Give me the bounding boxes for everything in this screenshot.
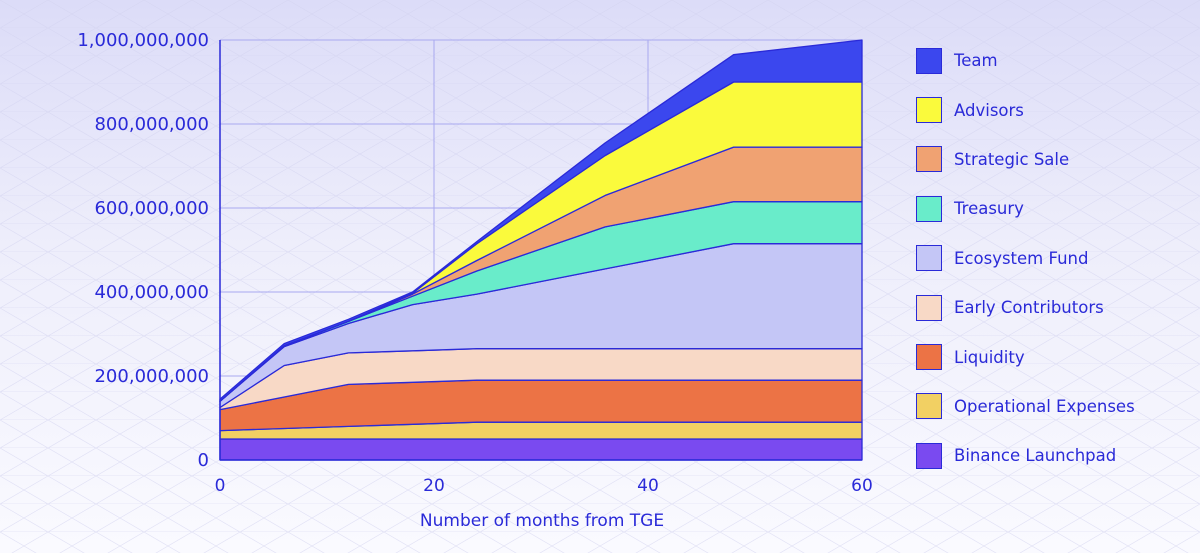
legend: Team Advisors Strategic Sale Treasury Ecosys…: [916, 36, 1176, 481]
x-tick-label: 20: [423, 476, 445, 496]
area-team: [219, 39, 863, 402]
legend-item-strategic-sale: Strategic Sale: [916, 135, 1176, 184]
legend-item-ecosystem-fund: Ecosystem Fund: [916, 234, 1176, 283]
x-tick-label: 60: [851, 476, 873, 496]
y-tick-label: 400,000,000: [94, 282, 209, 303]
legend-swatch: [916, 393, 942, 420]
legend-label: Operational Expenses: [954, 396, 1135, 416]
stacked-area-chart: 0 200,000,000 400,000,000 600,000,000 800,00…: [77, 30, 873, 531]
legend-swatch: [916, 294, 942, 321]
x-axis-title: Number of months from TGE: [420, 511, 664, 531]
x-tick-label: 0: [215, 476, 226, 496]
legend-label: Early Contributors: [954, 298, 1104, 318]
legend-label: Liquidity: [954, 347, 1025, 367]
x-tick-label: 40: [637, 476, 659, 496]
tick-labels: 0 200,000,000 400,000,000 600,000,000 800,00…: [77, 30, 873, 496]
area-binance-launchpad: [219, 438, 863, 461]
legend-swatch: [916, 195, 942, 222]
axes: [219, 40, 862, 461]
legend-item-team: Team: [916, 36, 1176, 85]
legend-label: Binance Launchpad: [954, 446, 1117, 466]
legend-label: Team: [954, 51, 998, 71]
area-series-group: [219, 39, 863, 461]
legend-label: Ecosystem Fund: [954, 248, 1089, 268]
legend-item-advisors: Advisors: [916, 85, 1176, 134]
legend-item-operational-expenses: Operational Expenses: [916, 382, 1176, 431]
legend-swatch: [916, 97, 942, 124]
legend-item-liquidity: Liquidity: [916, 332, 1176, 381]
legend-swatch: [916, 344, 942, 371]
legend-label: Advisors: [954, 100, 1024, 120]
legend-item-early-contributors: Early Contributors: [916, 283, 1176, 332]
legend-item-binance-launchpad: Binance Launchpad: [916, 431, 1176, 480]
legend-swatch: [916, 47, 942, 74]
legend-swatch: [916, 146, 942, 173]
legend-swatch: [916, 442, 942, 469]
y-tick-label: 0: [198, 450, 209, 471]
y-tick-label: 600,000,000: [94, 198, 209, 219]
y-tick-label: 800,000,000: [94, 114, 209, 135]
legend-label: Treasury: [954, 199, 1024, 219]
legend-item-treasury: Treasury: [916, 184, 1176, 233]
y-tick-label: 1,000,000,000: [77, 30, 209, 51]
legend-label: Strategic Sale: [954, 149, 1070, 169]
y-tick-label: 200,000,000: [94, 366, 209, 387]
legend-swatch: [916, 245, 942, 272]
